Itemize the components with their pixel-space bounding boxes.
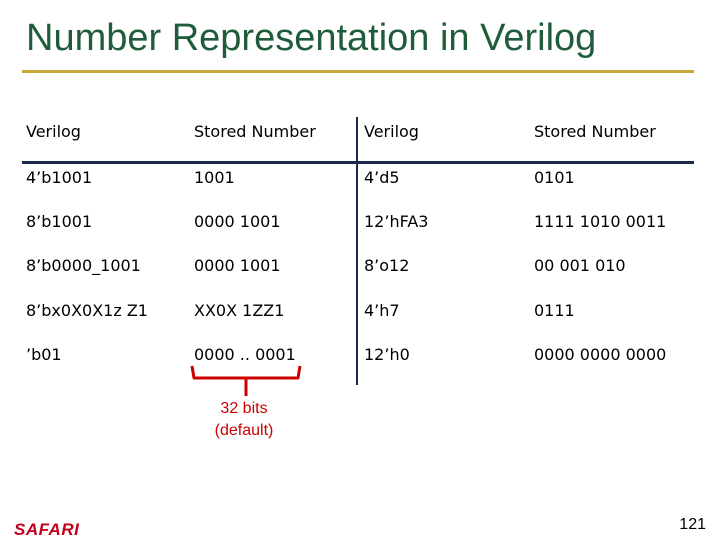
table-cell: XX0X 1ZZ1	[194, 301, 285, 320]
safari-logo: SAFARI	[14, 520, 80, 539]
table-cell: 4’b1001	[26, 168, 93, 187]
table-cell: 12’h0	[364, 345, 410, 364]
page-title: Number Representation in Verilog	[26, 17, 597, 59]
table-cell: 1001	[194, 168, 235, 187]
table-cell: 0101	[534, 168, 575, 187]
table-cell: ’b01	[26, 345, 62, 364]
bits-annotation-line2: (default)	[214, 422, 274, 439]
header-verilog-2: Verilog	[364, 122, 419, 141]
table-cell: 8’bx0X0X1z Z1	[26, 301, 148, 320]
header-rule	[22, 161, 694, 164]
table-cell: 00 001 010	[534, 256, 626, 275]
table-cell: 4’d5	[364, 168, 400, 187]
bits-annotation-line1: 32 bits	[220, 400, 268, 417]
table-cell: 1111 1010 0011	[534, 212, 667, 231]
table-cell: 0000 1001	[194, 256, 281, 275]
bits-annotation: 32 bits (default)	[200, 398, 288, 442]
table-cell: 8’o12	[364, 256, 410, 275]
table-cell: 4’h7	[364, 301, 400, 320]
column-divider	[356, 117, 358, 385]
header-verilog-1: Verilog	[26, 122, 81, 141]
table-cell: 0000 1001	[194, 212, 281, 231]
table-cell: 0111	[534, 301, 575, 320]
header-stored-number-1: Stored Number	[194, 122, 316, 141]
table-cell: 0000 .. 0001	[194, 345, 296, 364]
table-cell: 8’b1001	[26, 212, 93, 231]
table-cell: 12’hFA3	[364, 212, 429, 231]
header-stored-number-2: Stored Number	[534, 122, 656, 141]
title-underline	[22, 70, 694, 73]
bits-brace	[190, 365, 302, 396]
table-cell: 8’b0000_1001	[26, 256, 141, 275]
table-cell: 0000 0000 0000	[534, 345, 667, 364]
page-number: 121	[679, 516, 706, 533]
